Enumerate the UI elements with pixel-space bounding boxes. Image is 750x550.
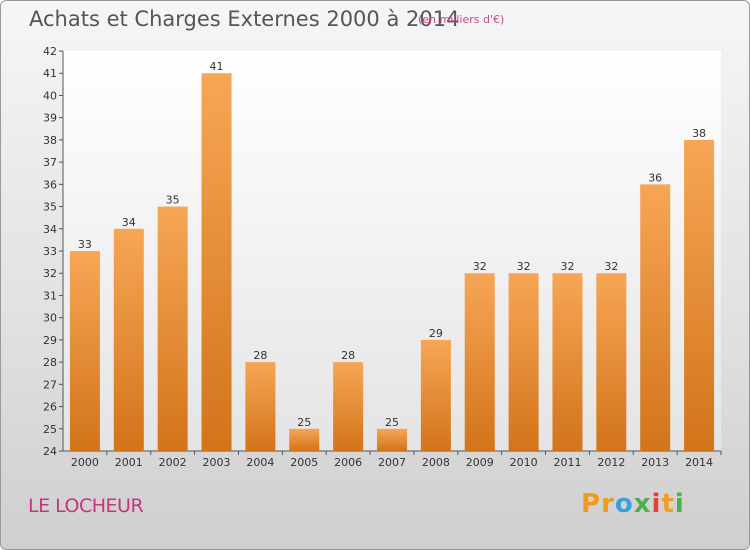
x-tick-label: 2007 bbox=[378, 456, 406, 469]
y-tick-label: 28 bbox=[43, 356, 57, 369]
bar bbox=[640, 184, 671, 452]
y-tick-label: 34 bbox=[43, 223, 57, 236]
y-tick-label: 38 bbox=[43, 134, 57, 147]
bar-value-label: 25 bbox=[297, 416, 311, 429]
chart-title: Achats et Charges Externes 2000 à 2014 bbox=[29, 7, 460, 31]
bar-value-label: 32 bbox=[517, 260, 531, 273]
y-tick-label: 25 bbox=[43, 423, 57, 436]
y-tick-label: 32 bbox=[43, 267, 57, 280]
y-tick-label: 24 bbox=[43, 445, 57, 458]
y-tick-label: 27 bbox=[43, 378, 57, 391]
bar bbox=[157, 206, 188, 451]
x-tick-label: 2012 bbox=[597, 456, 625, 469]
x-tick-label: 2002 bbox=[159, 456, 187, 469]
x-tick-label: 2008 bbox=[422, 456, 450, 469]
bar bbox=[113, 228, 144, 451]
commune-name: LE LOCHEUR bbox=[28, 495, 144, 517]
y-tick-label: 40 bbox=[43, 89, 57, 102]
bar-value-label: 29 bbox=[429, 327, 443, 340]
bar-value-label: 33 bbox=[78, 238, 92, 251]
bar-value-label: 38 bbox=[692, 127, 706, 140]
x-tick-label: 2004 bbox=[246, 456, 274, 469]
bar bbox=[552, 273, 583, 451]
x-tick-label: 2014 bbox=[685, 456, 713, 469]
logo-letter: i bbox=[651, 489, 662, 519]
bar bbox=[508, 273, 539, 451]
y-tick-label: 39 bbox=[43, 112, 57, 125]
bar-value-label: 32 bbox=[473, 260, 487, 273]
y-tick-label: 31 bbox=[43, 289, 57, 302]
bar-value-label: 28 bbox=[341, 349, 355, 362]
bar bbox=[245, 362, 276, 451]
x-tick-label: 2011 bbox=[553, 456, 581, 469]
x-tick-label: 2013 bbox=[641, 456, 669, 469]
y-tick-label: 33 bbox=[43, 245, 57, 258]
x-tick-label: 2005 bbox=[290, 456, 318, 469]
bar bbox=[289, 428, 320, 451]
x-tick-label: 2009 bbox=[466, 456, 494, 469]
bar bbox=[684, 139, 715, 451]
bar bbox=[69, 251, 100, 451]
bar-value-label: 32 bbox=[560, 260, 574, 273]
y-tick-label: 36 bbox=[43, 178, 57, 191]
bar-value-label: 34 bbox=[122, 216, 136, 229]
bar-value-label: 35 bbox=[166, 194, 180, 207]
bar bbox=[596, 273, 627, 451]
bar-value-label: 25 bbox=[385, 416, 399, 429]
logo-letter: r bbox=[601, 489, 615, 519]
x-tick-label: 2006 bbox=[334, 456, 362, 469]
y-tick-label: 41 bbox=[43, 67, 57, 80]
bar bbox=[464, 273, 495, 451]
bar bbox=[201, 73, 232, 451]
x-tick-label: 2000 bbox=[71, 456, 99, 469]
logo-letter: P bbox=[581, 489, 602, 519]
x-tick-label: 2003 bbox=[203, 456, 231, 469]
logo-letter: i bbox=[674, 489, 685, 519]
y-tick-label: 30 bbox=[43, 312, 57, 325]
y-tick-label: 37 bbox=[43, 156, 57, 169]
bar-value-label: 32 bbox=[604, 260, 618, 273]
logo-letter: t bbox=[661, 489, 675, 519]
bar-value-label: 36 bbox=[648, 171, 662, 184]
y-tick-label: 35 bbox=[43, 201, 57, 214]
logo-letter: o bbox=[614, 489, 634, 519]
x-tick-label: 2001 bbox=[115, 456, 143, 469]
chart-subtitle: (en milliers d'€) bbox=[418, 13, 505, 26]
bar bbox=[333, 362, 364, 451]
bar-value-label: 28 bbox=[253, 349, 267, 362]
y-tick-label: 26 bbox=[43, 401, 57, 414]
y-tick-label: 29 bbox=[43, 334, 57, 347]
bar bbox=[377, 428, 407, 451]
proxiti-logo[interactable]: Proxiti bbox=[581, 489, 685, 519]
y-tick-label: 42 bbox=[43, 45, 57, 58]
bar bbox=[420, 339, 451, 451]
logo-letter: x bbox=[633, 489, 652, 519]
x-tick-label: 2010 bbox=[510, 456, 538, 469]
bar-value-label: 41 bbox=[210, 60, 224, 73]
